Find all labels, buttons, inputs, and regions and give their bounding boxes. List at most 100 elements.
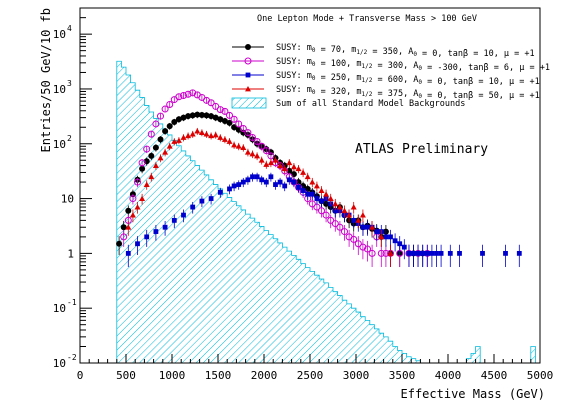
y-tick-label: 1: [67, 247, 74, 260]
data-point: [185, 132, 192, 139]
data-point: [332, 200, 339, 207]
data-point: [138, 159, 146, 167]
data-point: [216, 106, 224, 114]
data-point: [152, 144, 159, 151]
data-point: [235, 143, 242, 149]
y-tick-exponent: -1: [67, 298, 77, 307]
data-point: [166, 143, 173, 149]
data-point: [397, 241, 403, 247]
data-point: [323, 191, 330, 197]
data-point: [263, 161, 270, 167]
data-point: [304, 173, 311, 180]
data-point: [359, 243, 367, 251]
data-point: [120, 233, 128, 241]
series-layer: [116, 89, 522, 268]
x-tick-label: 1500: [205, 369, 232, 382]
data-point: [364, 245, 371, 253]
data-point: [263, 179, 269, 185]
data-point: [157, 154, 164, 161]
data-point: [208, 132, 215, 139]
data-point: [189, 112, 196, 119]
y-tick-exponent: -2: [67, 353, 77, 362]
data-point: [157, 112, 164, 120]
data-point: [231, 183, 237, 189]
y-tick-exponent: 3: [67, 79, 72, 88]
data-point: [420, 250, 426, 256]
data-point: [157, 136, 164, 143]
data-point: [221, 118, 228, 125]
data-point: [227, 186, 232, 192]
data-point: [194, 128, 201, 134]
data-point: [319, 198, 324, 204]
data-point: [235, 120, 243, 128]
data-point: [207, 99, 215, 107]
data-point: [300, 169, 307, 175]
data-point: [244, 57, 252, 65]
data-point: [401, 244, 407, 250]
data-point: [221, 107, 229, 115]
x-tick-label: 4000: [435, 369, 462, 382]
x-tick-label: 0: [77, 369, 84, 382]
data-point: [318, 187, 325, 193]
legend: SUSY: m0 = 70, m1/2 = 350, A0 = 0, tanβ …: [231, 43, 550, 109]
data-point: [244, 129, 252, 137]
x-tick-label: 1000: [159, 369, 186, 382]
data-point: [392, 238, 398, 244]
data-point: [259, 177, 265, 183]
data-point: [309, 179, 316, 185]
data-point: [305, 191, 311, 197]
background-histogram: [116, 60, 540, 363]
data-point: [387, 250, 394, 256]
data-point: [171, 217, 177, 223]
data-point: [139, 165, 146, 172]
x-tick-label: 2500: [297, 369, 324, 382]
data-point: [360, 224, 366, 230]
data-point: [318, 207, 325, 215]
data-point: [438, 250, 444, 256]
data-point: [162, 128, 169, 135]
data-point: [144, 234, 150, 240]
data-point: [203, 112, 210, 119]
data-point: [166, 123, 173, 130]
data-point: [181, 212, 186, 218]
series-4: [125, 127, 394, 268]
data-point: [268, 174, 274, 180]
data-point: [208, 196, 214, 201]
data-point: [198, 129, 205, 135]
data-point: [198, 111, 205, 118]
data-point: [135, 241, 140, 247]
data-point: [341, 207, 348, 214]
data-point: [273, 182, 278, 187]
data-point: [336, 204, 343, 210]
y-tick-exponent: 4: [67, 24, 72, 33]
data-point: [180, 91, 187, 99]
data-point: [221, 136, 228, 142]
legend-label: SUSY: m0 = 70, m1/2 = 350, A0 = 0, tanβ …: [276, 43, 535, 59]
data-point: [309, 191, 315, 197]
data-point: [457, 250, 462, 256]
data-point: [217, 134, 224, 140]
data-point: [245, 86, 251, 92]
data-point: [171, 118, 178, 125]
background-area: [116, 60, 540, 363]
data-point: [346, 212, 353, 218]
data-point: [300, 188, 306, 193]
data-point: [153, 229, 159, 234]
data-point: [148, 173, 155, 180]
data-point: [212, 131, 219, 138]
x-tick-label: 3000: [343, 369, 370, 382]
data-point: [272, 157, 279, 163]
data-point: [350, 204, 357, 210]
data-point: [120, 224, 127, 231]
data-point: [383, 234, 389, 240]
data-point: [139, 195, 146, 201]
data-point: [245, 44, 251, 50]
data-point: [378, 233, 385, 240]
data-point: [143, 181, 150, 187]
data-point: [267, 159, 274, 166]
legend-label: SUSY: m0 = 100, m1/2 = 300, A0 = -300, t…: [276, 57, 550, 73]
data-point: [161, 105, 169, 113]
data-point: [355, 217, 362, 223]
